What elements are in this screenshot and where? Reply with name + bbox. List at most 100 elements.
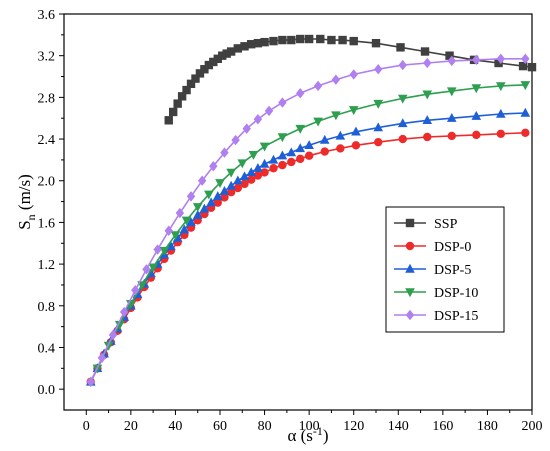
legend: SSP DSP-0 DSP-5 DSP-10 DSP-15	[385, 206, 505, 333]
x-tick-label: 120	[343, 419, 364, 434]
data-point-dsp-10	[295, 124, 306, 134]
data-point-dsp-0	[213, 198, 222, 207]
data-point-dsp-0	[247, 175, 256, 184]
data-point-dsp-0	[398, 134, 407, 144]
legend-marker-dsp-5	[405, 263, 415, 273]
x-tick-label: 0	[83, 419, 90, 434]
data-point-dsp-0	[240, 179, 249, 189]
data-point-dsp-5	[253, 163, 263, 172]
data-point-dsp-15	[186, 191, 196, 202]
data-point-dsp-10	[373, 99, 384, 109]
data-point-dsp-15	[264, 105, 274, 117]
x-tick-label: 60	[213, 419, 227, 434]
data-point-dsp-15	[296, 88, 305, 99]
data-point-dsp-15	[220, 147, 229, 158]
data-point-dsp-0	[220, 193, 229, 202]
data-point-dsp-10	[103, 341, 114, 351]
legend-label-dsp-5: DSP-5	[434, 263, 471, 278]
data-point-dsp-15	[447, 55, 456, 67]
data-point-dsp-15	[119, 306, 129, 318]
data-point-dsp-15	[331, 74, 341, 85]
data-point-ssp	[191, 74, 200, 83]
data-point-dsp-0	[287, 157, 296, 167]
data-point-dsp-15	[521, 53, 530, 65]
data-point-ssp	[177, 92, 187, 101]
data-point-ssp	[527, 62, 537, 72]
plot-frame	[63, 13, 533, 411]
data-point-dsp-0	[336, 144, 345, 153]
data-point-dsp-5	[304, 140, 314, 150]
data-point-ssp	[218, 51, 227, 60]
data-point-dsp-10	[192, 203, 203, 212]
legend-label-dsp-15: DSP-15	[434, 309, 478, 324]
data-point-dsp-10	[181, 216, 192, 226]
data-point-dsp-0	[226, 188, 236, 197]
data-point-dsp-5	[233, 175, 243, 185]
y-axis-title-subscript: n	[24, 214, 38, 220]
data-point-ssp	[518, 61, 528, 71]
data-point-dsp-10	[148, 263, 158, 273]
data-point-dsp-5	[206, 197, 216, 207]
data-point-dsp-15	[86, 376, 95, 388]
data-point-ssp	[260, 37, 269, 47]
x-axis-title-superscript: -1	[313, 424, 323, 438]
data-point-dsp-0	[253, 171, 263, 180]
y-tick-label: 1.2	[38, 258, 56, 273]
data-point-dsp-15	[142, 264, 151, 275]
x-tick-label: 80	[258, 419, 272, 434]
y-axis-title-main: S	[15, 220, 34, 229]
y-tick-label: 0.0	[38, 383, 56, 398]
data-point-dsp-5	[268, 154, 279, 164]
data-point-dsp-10	[313, 117, 323, 127]
data-point-ssp	[173, 99, 182, 108]
data-point-dsp-15	[253, 114, 263, 125]
data-point-dsp-0	[320, 147, 329, 156]
data-point-ssp	[420, 47, 430, 56]
y-tick-label: 1.6	[38, 216, 56, 231]
data-point-dsp-15	[197, 175, 207, 186]
data-point-ssp	[296, 34, 305, 44]
data-point-ssp	[233, 44, 243, 53]
data-point-dsp-5	[471, 110, 482, 120]
data-point-ssp	[371, 38, 381, 48]
data-point-dsp-15	[97, 352, 107, 364]
data-point-dsp-5	[239, 171, 250, 181]
data-point-dsp-15	[313, 80, 323, 92]
y-tick-label: 0.4	[38, 341, 56, 356]
data-point-dsp-15	[349, 69, 358, 80]
series-dsp-10	[92, 81, 531, 374]
data-point-dsp-0	[304, 151, 314, 160]
data-point-dsp-10	[520, 81, 531, 91]
y-tick-label: 2.8	[38, 91, 56, 106]
data-point-dsp-15	[175, 207, 185, 219]
x-tick-label: 140	[388, 419, 409, 434]
data-point-dsp-5	[199, 203, 210, 213]
data-point-dsp-10	[159, 246, 170, 256]
data-point-ssp	[240, 42, 249, 51]
data-point-dsp-5	[446, 113, 457, 122]
legend-label-ssp: SSP	[434, 217, 458, 232]
x-tick-label: 160	[432, 419, 453, 434]
y-tick-label: 2.4	[38, 133, 56, 148]
data-point-dsp-15	[131, 284, 140, 296]
data-point-dsp-0	[269, 164, 278, 173]
data-point-dsp-0	[278, 160, 287, 170]
data-point-dsp-5	[219, 185, 230, 195]
data-point-dsp-15	[231, 134, 240, 146]
data-point-ssp	[169, 107, 178, 117]
data-point-ssp	[182, 85, 191, 95]
data-point-ssp	[204, 60, 214, 70]
data-point-ssp	[222, 49, 231, 58]
data-point-dsp-15	[496, 53, 505, 65]
data-point-dsp-5	[295, 143, 306, 153]
x-tick-label: 20	[124, 419, 138, 434]
data-point-dsp-10	[496, 82, 506, 92]
data-point-ssp	[316, 34, 325, 44]
data-point-dsp-5	[212, 191, 223, 201]
data-point-dsp-15	[398, 59, 407, 71]
data-point-dsp-0	[374, 137, 383, 147]
legend-marker-ssp	[405, 218, 415, 228]
legend-marker-dsp-0	[405, 241, 415, 251]
data-point-dsp-0	[496, 129, 505, 139]
